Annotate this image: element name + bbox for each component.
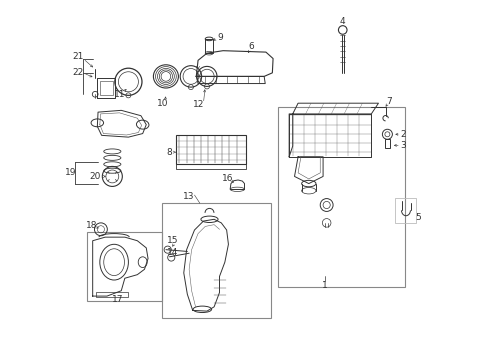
Bar <box>96 292 128 297</box>
Text: 4: 4 <box>339 17 345 26</box>
Text: 12: 12 <box>193 100 204 109</box>
Text: 1: 1 <box>321 281 327 290</box>
Text: 19: 19 <box>64 168 76 177</box>
Text: 21: 21 <box>72 52 83 61</box>
Bar <box>176 135 245 164</box>
Text: 9: 9 <box>217 33 223 42</box>
Text: 13: 13 <box>183 192 195 201</box>
Text: 2: 2 <box>400 130 406 139</box>
Bar <box>176 164 245 169</box>
Text: 14: 14 <box>166 248 178 257</box>
Text: 15: 15 <box>166 236 178 245</box>
Text: 17: 17 <box>112 295 123 304</box>
Text: 10: 10 <box>156 99 168 108</box>
Text: 6: 6 <box>247 42 253 51</box>
Text: 11: 11 <box>114 90 125 99</box>
Bar <box>162 203 271 318</box>
Text: 5: 5 <box>414 213 420 222</box>
Bar <box>384 139 389 148</box>
Text: 8: 8 <box>165 148 171 157</box>
Bar <box>205 39 213 53</box>
Text: 18: 18 <box>86 221 97 230</box>
Text: 16: 16 <box>221 174 233 183</box>
Text: 20: 20 <box>89 172 101 181</box>
Bar <box>100 81 112 95</box>
Bar <box>87 232 162 301</box>
Bar <box>278 107 405 287</box>
Text: 22: 22 <box>72 68 83 77</box>
Text: 3: 3 <box>400 141 406 150</box>
Text: 7: 7 <box>386 97 391 106</box>
Bar <box>394 198 415 223</box>
